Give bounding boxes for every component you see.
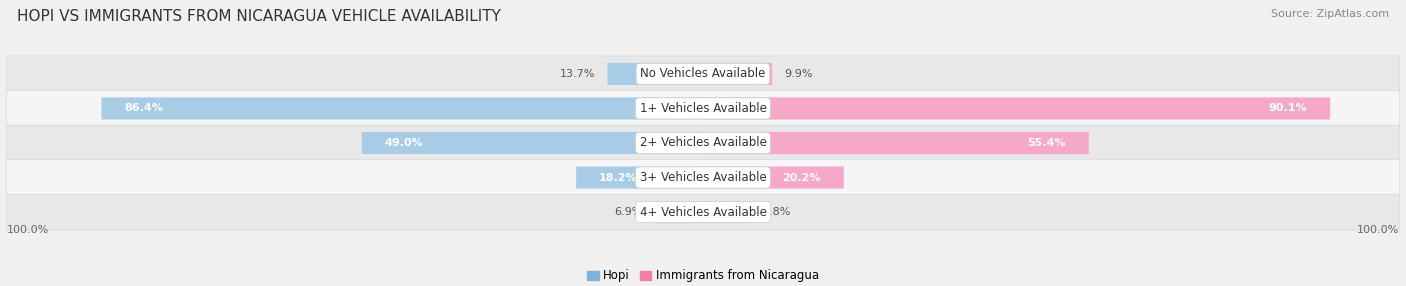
Text: 86.4%: 86.4% [124, 104, 163, 114]
Legend: Hopi, Immigrants from Nicaragua: Hopi, Immigrants from Nicaragua [582, 265, 824, 286]
FancyBboxPatch shape [576, 166, 703, 188]
FancyBboxPatch shape [7, 56, 1399, 92]
FancyBboxPatch shape [7, 194, 1399, 230]
Text: 6.8%: 6.8% [762, 207, 790, 217]
FancyBboxPatch shape [703, 166, 844, 188]
Text: 1+ Vehicles Available: 1+ Vehicles Available [640, 102, 766, 115]
FancyBboxPatch shape [703, 98, 1330, 120]
Text: HOPI VS IMMIGRANTS FROM NICARAGUA VEHICLE AVAILABILITY: HOPI VS IMMIGRANTS FROM NICARAGUA VEHICL… [17, 9, 501, 23]
Text: 55.4%: 55.4% [1028, 138, 1066, 148]
FancyBboxPatch shape [101, 98, 703, 120]
Text: 20.2%: 20.2% [782, 172, 821, 182]
Text: 9.9%: 9.9% [785, 69, 813, 79]
Text: 100.0%: 100.0% [1357, 225, 1399, 235]
Text: 3+ Vehicles Available: 3+ Vehicles Available [640, 171, 766, 184]
Text: 90.1%: 90.1% [1268, 104, 1308, 114]
Text: 13.7%: 13.7% [560, 69, 596, 79]
FancyBboxPatch shape [7, 90, 1399, 126]
FancyBboxPatch shape [361, 132, 703, 154]
FancyBboxPatch shape [703, 132, 1088, 154]
Text: 100.0%: 100.0% [7, 225, 49, 235]
Text: 6.9%: 6.9% [614, 207, 643, 217]
Text: 4+ Vehicles Available: 4+ Vehicles Available [640, 206, 766, 219]
FancyBboxPatch shape [655, 201, 703, 223]
Text: Source: ZipAtlas.com: Source: ZipAtlas.com [1271, 9, 1389, 19]
FancyBboxPatch shape [703, 201, 751, 223]
Text: 49.0%: 49.0% [385, 138, 423, 148]
Text: 2+ Vehicles Available: 2+ Vehicles Available [640, 136, 766, 150]
Text: 18.2%: 18.2% [599, 172, 638, 182]
FancyBboxPatch shape [7, 160, 1399, 196]
FancyBboxPatch shape [7, 125, 1399, 161]
FancyBboxPatch shape [703, 63, 772, 85]
Text: No Vehicles Available: No Vehicles Available [640, 67, 766, 80]
FancyBboxPatch shape [607, 63, 703, 85]
